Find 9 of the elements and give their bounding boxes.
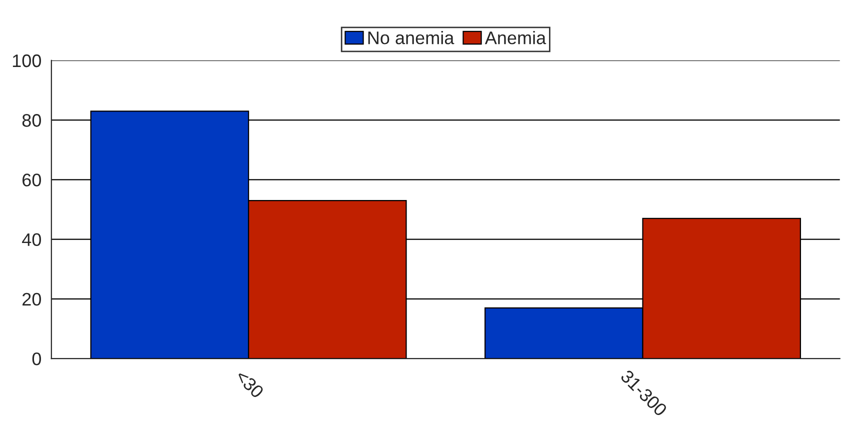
x-tick-label: <30 xyxy=(234,369,264,399)
y-tick-label: 20 xyxy=(22,292,41,306)
y-tick-label: 80 xyxy=(22,114,41,127)
y-tick-label: 0 xyxy=(32,352,41,366)
legend-label: No anemia xyxy=(368,31,454,44)
y-tick-label: 60 xyxy=(22,174,41,186)
legend-label: Anemia xyxy=(484,31,546,44)
y-tick-label: 40 xyxy=(22,233,41,246)
y-tick-label: 100 xyxy=(12,54,41,68)
